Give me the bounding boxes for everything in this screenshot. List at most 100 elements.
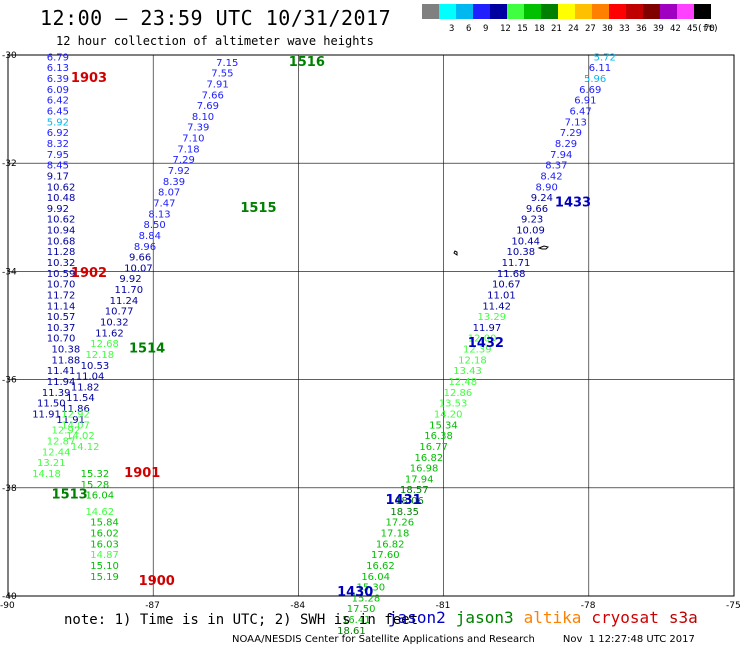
swh-value: 8.29 (555, 139, 577, 150)
swh-value: 11.71 (502, 258, 531, 269)
lat-tick-label: -38 (2, 484, 17, 494)
swh-value: 9.17 (47, 171, 69, 182)
scale-label: 24 (568, 24, 579, 34)
axis-tick-labels: -90 -87 -84 -81 -78 -75 -30 -32 -34 -36 -38 -40 (0, 51, 740, 611)
swh-value: 6.42 (47, 96, 69, 107)
scale-label: 21 (551, 24, 562, 34)
swh-value: 10.94 (47, 226, 76, 237)
pass-number: 1432 (468, 336, 504, 351)
pass-number: 1515 (240, 201, 276, 216)
swh-value: 6.45 (47, 107, 69, 118)
scale-swatch (592, 4, 609, 19)
legend-s3a: s3a (668, 608, 698, 627)
swh-value: 8.50 (144, 220, 166, 231)
swh-value: 7.13 (565, 117, 587, 128)
swh-value: 15.28 (81, 480, 110, 491)
swh-value: 10.09 (516, 226, 545, 237)
swh-value: 5.96 (584, 74, 606, 85)
swh-value: 7.18 (177, 144, 199, 155)
scale-label: 18 (534, 24, 545, 34)
scale-swatch (473, 4, 490, 19)
swh-value: 12.68 (90, 339, 119, 350)
swh-value: 7.15 (216, 58, 238, 69)
swh-value: 10.68 (47, 236, 76, 247)
swh-value: 18.35 (390, 507, 419, 518)
swh-value: 17.60 (371, 550, 400, 561)
swh-value: 11.88 (52, 355, 81, 366)
swh-value: 14.07 (61, 420, 90, 431)
swh-value: 16.98 (410, 464, 439, 475)
pass-number: 1431 (386, 493, 422, 508)
swh-value: 10.57 (47, 312, 76, 323)
swh-value: 17.26 (386, 518, 415, 529)
scale-swatch (677, 4, 694, 19)
swh-value: 10.37 (47, 323, 76, 334)
swh-value: 10.67 (492, 280, 521, 291)
swh-value: 11.01 (487, 290, 516, 301)
swh-value: 11.62 (95, 328, 124, 339)
swh-value: 11.82 (71, 382, 100, 393)
scale-swatch (660, 4, 677, 19)
swh-value: 11.41 (47, 366, 76, 377)
swh-value: 6.69 (579, 85, 601, 96)
swh-value: 10.59 (47, 269, 76, 280)
scale-swatch (439, 4, 456, 19)
scale-swatch (422, 4, 439, 19)
scale-swatch (558, 4, 575, 19)
swh-value: 11.91 (56, 415, 85, 426)
swh-value: 10.70 (47, 334, 76, 345)
lon-tick-label: -78 (581, 601, 596, 611)
swh-value: 12.48 (448, 377, 477, 388)
scale-label: 9 (483, 24, 489, 34)
swh-value: 11.91 (32, 409, 61, 420)
swh-value: 16.77 (419, 442, 448, 453)
swh-value: 9.66 (526, 204, 548, 215)
swh-value: 12.92 (61, 409, 90, 420)
scale-swatch (626, 4, 643, 19)
swh-value: 10.38 (507, 247, 536, 258)
scale-label: 70 (704, 24, 715, 34)
swh-value: 15.30 (356, 583, 385, 594)
scale-swatch (609, 4, 626, 19)
swh-value: 17.18 (381, 528, 410, 539)
graticule (7, 54, 735, 597)
swh-value: 10.62 (47, 182, 76, 193)
swh-value: 7.69 (197, 101, 219, 112)
wave-height-values: 7.157.557.917.667.698.107.397.107.187.29… (32, 52, 616, 636)
swh-value: 7.94 (550, 150, 572, 161)
swh-value: 11.54 (66, 393, 95, 404)
swh-value: 13.29 (477, 312, 506, 323)
swh-value: 15.32 (81, 469, 110, 480)
scale-label: 27 (585, 24, 596, 34)
timestamp-text: Nov 1 12:27:48 UTC 2017 (562, 634, 695, 645)
swh-value: 18.06 (395, 496, 424, 507)
swh-value: 18.57 (400, 485, 429, 496)
map-title: 12:00 – 23:59 UTC 10/31/2017 (40, 6, 392, 30)
swh-value: 11.70 (114, 285, 143, 296)
swh-value: 17.94 (405, 474, 434, 485)
swh-value: 16.02 (90, 528, 119, 539)
scale-label: 45 (687, 24, 698, 34)
swh-value: 14.62 (85, 507, 114, 518)
footer: NOAA/NESDIS Center for Satellite Applica… (232, 634, 695, 645)
pass-number: 1903 (71, 71, 107, 86)
pass-number: 1902 (71, 266, 107, 281)
swh-value: 7.39 (187, 123, 209, 134)
swh-value: 14.20 (434, 409, 463, 420)
lon-tick-label: -81 (436, 601, 451, 611)
swh-value: 11.14 (47, 301, 76, 312)
swh-value: 10.44 (511, 236, 540, 247)
swh-value: 16.41 (342, 615, 371, 626)
swh-value: 8.32 (47, 139, 69, 150)
lat-tick-label: -40 (2, 592, 17, 602)
scale-label: 12 (500, 24, 511, 34)
pass-labels: 1516 1515 1514 1513 1903 1902 1901 1900 1433 1432… (52, 55, 592, 600)
swh-value: 7.29 (173, 155, 195, 166)
swh-value: 16.82 (415, 453, 444, 464)
scale-swatch (575, 4, 592, 19)
scale-label: 6 (466, 24, 472, 34)
swh-value: 11.28 (47, 247, 76, 258)
swh-value: 7.92 (168, 166, 190, 177)
swh-value: 10.77 (105, 307, 134, 318)
swh-value: 12.92 (52, 426, 81, 437)
